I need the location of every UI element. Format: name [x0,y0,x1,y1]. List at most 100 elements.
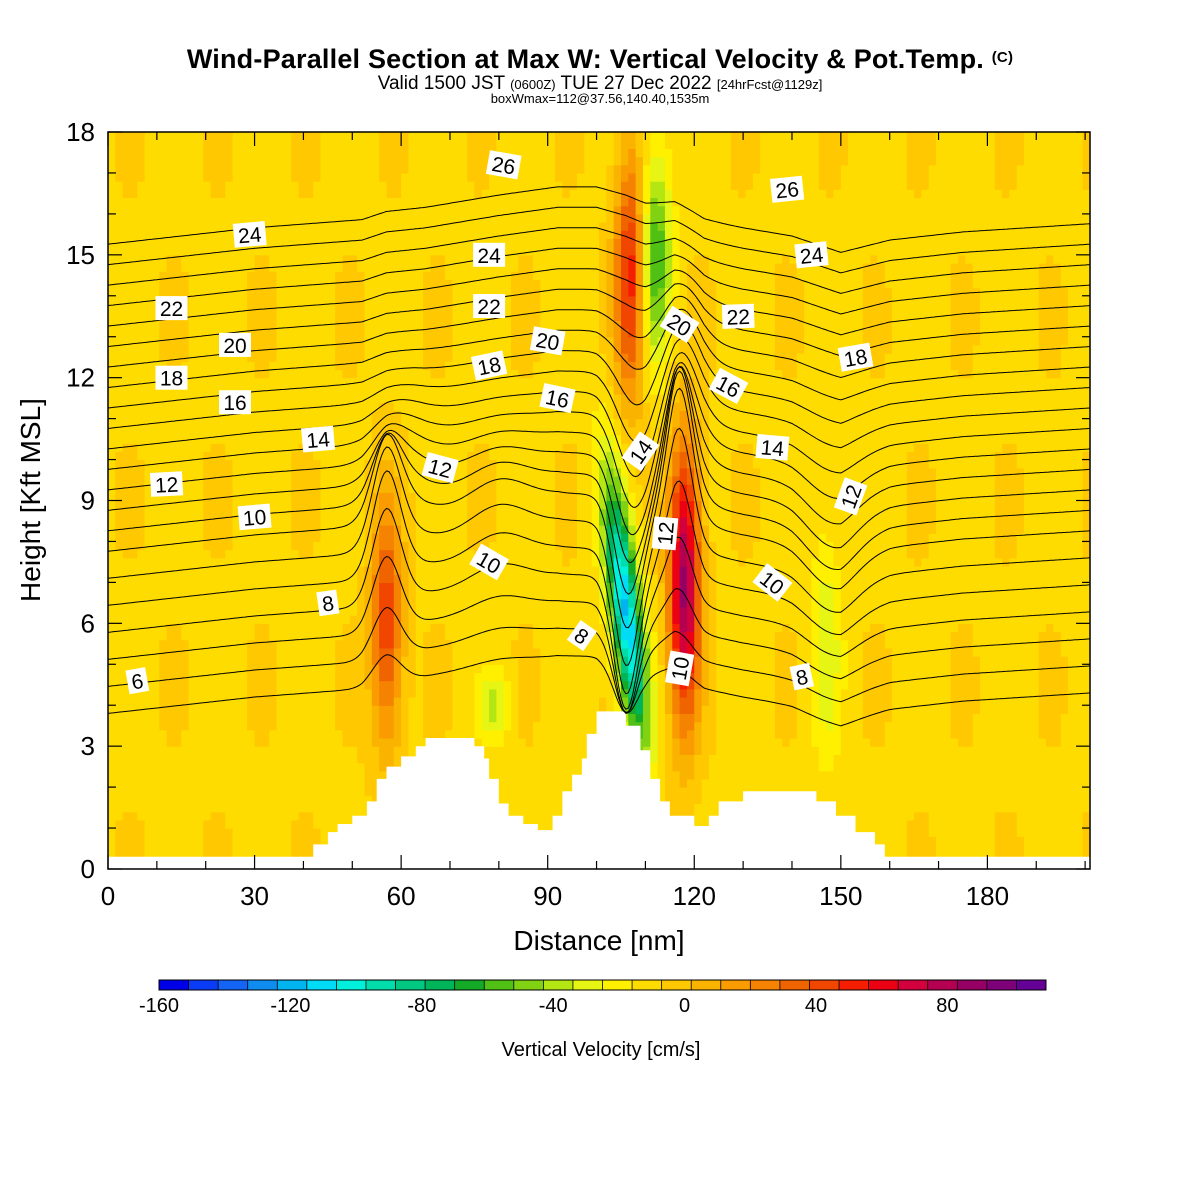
w-cell [166,770,175,780]
w-cell [159,434,168,444]
w-cell [437,549,446,559]
w-cell [386,705,395,715]
w-cell [247,574,256,583]
w-cell [159,238,168,248]
w-cell [254,656,263,665]
w-cell [320,467,329,477]
w-cell [166,803,175,813]
w-cell [291,410,300,420]
w-cell [415,713,424,723]
w-cell [261,279,270,289]
w-cell [320,418,329,428]
w-cell [298,295,307,305]
w-cell [217,254,226,264]
w-cell [188,279,197,289]
w-cell [166,737,175,747]
w-cell [129,778,138,788]
w-cell [423,590,432,600]
w-cell [496,451,505,461]
w-cell [437,295,446,305]
w-cell [320,574,329,583]
w-cell [349,762,358,772]
w-cell [151,631,160,641]
w-cell [283,557,292,567]
w-cell [349,377,358,387]
w-cell [401,328,410,338]
w-cell [232,582,241,592]
w-cell [445,132,454,141]
w-cell [247,369,256,379]
w-cell [144,697,153,706]
w-cell [115,729,124,739]
w-cell [232,746,241,755]
w-cell [151,623,160,633]
w-cell [357,672,366,682]
w-cell [357,156,366,166]
w-cell [291,631,300,641]
w-cell [115,271,124,280]
w-cell [357,557,366,567]
w-cell [254,164,263,174]
w-cell [467,312,476,321]
w-cell [357,500,366,510]
w-cell [349,574,358,583]
w-cell [386,582,395,592]
w-cell [217,525,226,534]
w-cell [379,467,388,477]
w-cell [115,721,124,731]
w-cell [342,467,351,477]
w-cell [188,746,197,755]
w-cell [261,549,270,559]
w-cell [254,623,263,633]
w-cell [291,615,300,624]
w-cell [379,369,388,379]
w-cell [173,222,182,231]
w-cell [203,181,212,190]
w-cell [203,402,212,412]
w-cell [181,238,190,248]
w-cell [166,328,175,338]
w-cell [188,705,197,715]
w-cell [335,713,344,723]
w-cell [283,320,292,330]
w-cell [210,148,219,158]
w-cell [401,525,410,534]
w-cell [129,254,138,264]
w-cell [327,492,336,502]
w-cell [452,492,461,502]
w-cell [232,467,241,477]
w-cell [254,844,263,854]
w-cell [210,312,219,321]
w-cell [137,770,146,780]
w-cell [247,721,256,731]
w-cell [437,271,446,280]
w-cell [108,369,116,379]
w-cell [188,459,197,469]
w-cell [276,754,285,764]
w-cell [108,746,116,755]
w-cell [151,148,160,158]
w-cell [159,361,168,371]
w-cell [166,410,175,420]
w-cell [217,148,226,158]
w-cell [379,344,388,354]
w-cell [261,737,270,747]
w-cell [283,516,292,526]
w-cell [137,213,146,223]
w-cell [320,312,329,321]
w-cell [159,721,168,731]
w-cell [349,312,358,321]
w-cell [474,336,483,346]
w-cell [496,525,505,534]
w-cell [291,525,300,534]
w-cell [452,467,461,477]
w-cell [151,688,160,698]
w-cell [188,533,197,543]
w-cell [320,787,329,796]
w-cell [210,541,219,551]
w-cell [481,426,490,436]
w-cell [225,516,234,526]
w-cell [108,623,116,633]
w-cell [408,475,417,485]
w-cell [320,615,329,624]
